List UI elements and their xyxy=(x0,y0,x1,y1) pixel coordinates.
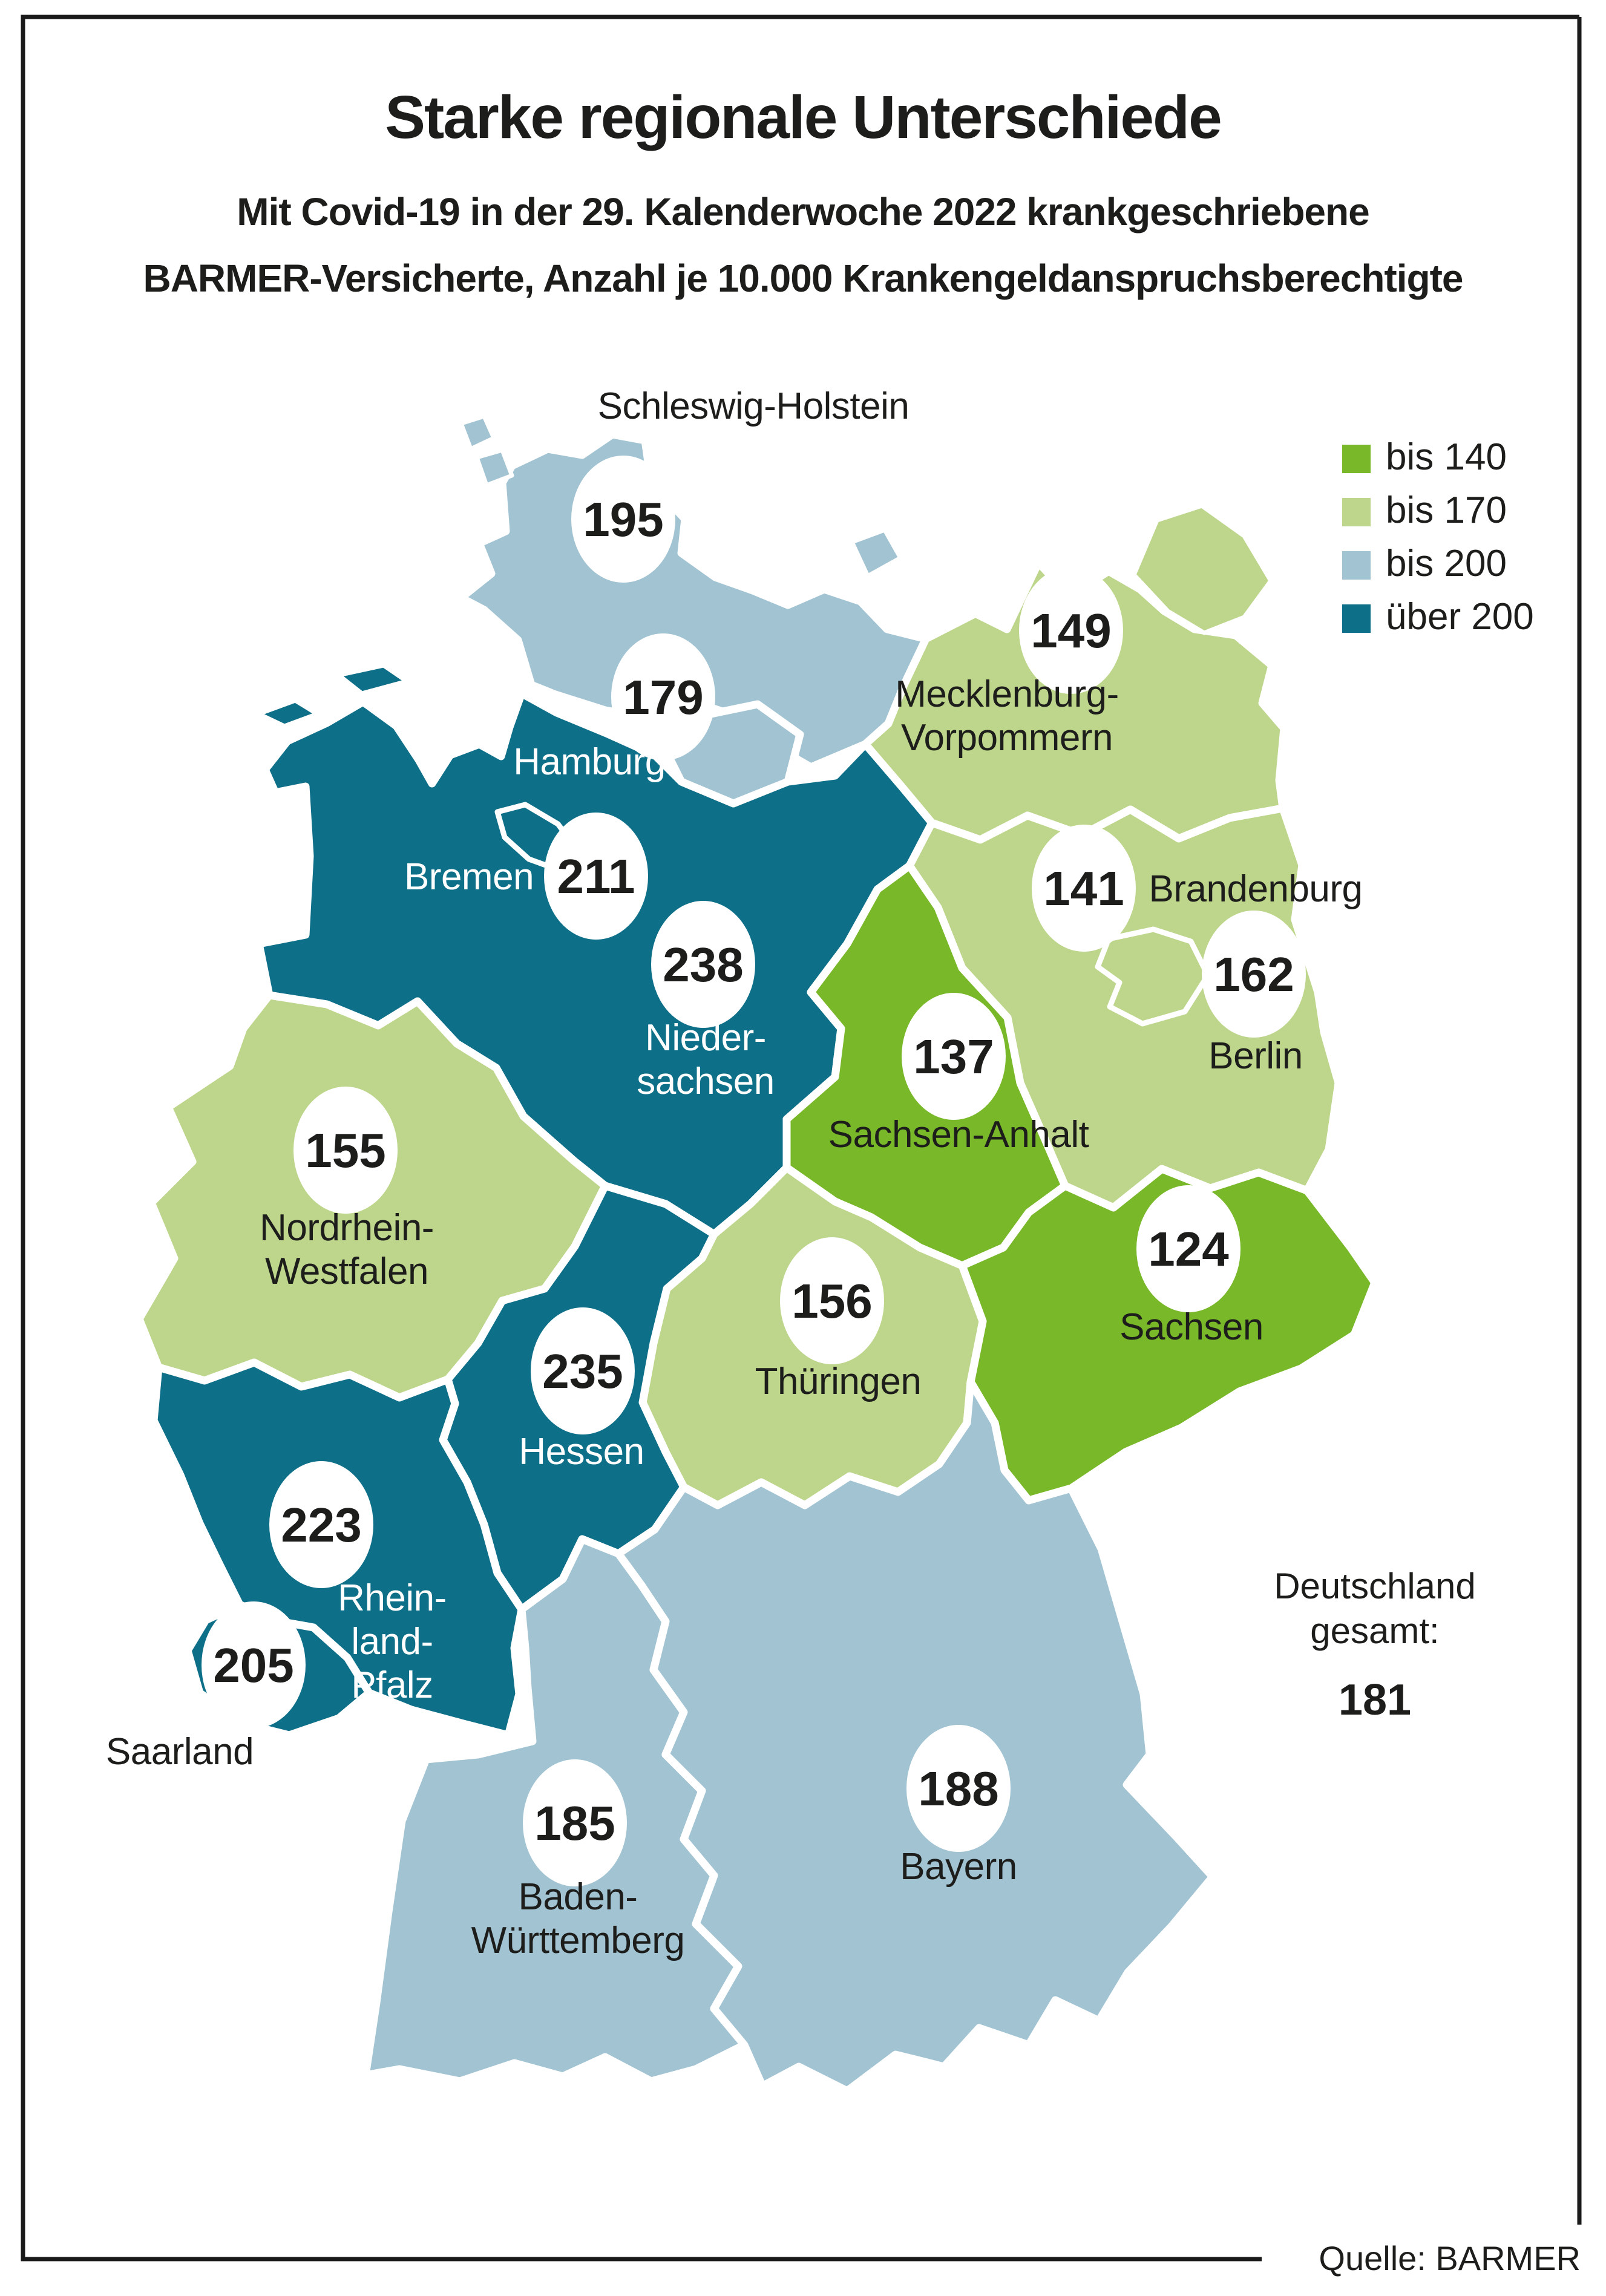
state-value-niedersachsen: 238 xyxy=(663,938,743,992)
value-badge-hessen xyxy=(531,1307,635,1434)
state-shape-berlin xyxy=(1095,926,1211,1027)
state-label-mecklenburg-vorpommern: Mecklenburg-Vorpommern xyxy=(895,673,1119,759)
value-badge-brandenburg xyxy=(1032,825,1136,952)
state-label-line: Hamburg xyxy=(513,741,666,783)
state-label-line: Hessen xyxy=(519,1431,644,1473)
germany-total-value: 181 xyxy=(1339,1676,1411,1724)
island-sylt xyxy=(459,414,496,451)
state-label-line: Nordrhein- xyxy=(260,1207,434,1249)
state-label-line: Schleswig-Holstein xyxy=(598,385,910,427)
state-value-thueringen: 156 xyxy=(792,1274,872,1328)
state-value-rheinland-pfalz: 223 xyxy=(281,1498,361,1552)
legend-label-ueber-200: über 200 xyxy=(1386,596,1534,638)
island-east-frisian-1 xyxy=(257,698,320,728)
value-badge-hamburg xyxy=(611,633,715,760)
legend-label-bis-200: bis 200 xyxy=(1386,543,1507,584)
state-value-schleswig-holstein: 195 xyxy=(583,492,663,546)
value-badge-berlin xyxy=(1202,911,1306,1038)
state-label-line: Saarland xyxy=(106,1731,254,1773)
state-label-line: Sachsen-Anhalt xyxy=(828,1114,1089,1156)
state-value-hessen: 235 xyxy=(542,1344,623,1398)
germany-total-line1: Deutschland xyxy=(1274,1566,1476,1606)
state-value-sachsen-anhalt: 137 xyxy=(913,1030,994,1084)
legend-swatch-bis-140 xyxy=(1342,445,1371,473)
state-label-line: Westfalen xyxy=(265,1251,428,1292)
state-label-line: Brandenburg xyxy=(1149,868,1363,910)
germany-total-line2: gesamt: xyxy=(1310,1611,1439,1651)
legend-swatch-bis-200 xyxy=(1342,551,1371,580)
state-value-hamburg: 179 xyxy=(623,670,703,724)
state-label-sachsen-anhalt: Sachsen-Anhalt xyxy=(828,1114,1089,1156)
state-label-line: Bremen xyxy=(404,856,534,898)
germany-total: Deutschland gesamt: 181 xyxy=(1274,1566,1476,1724)
island-fehmarn xyxy=(850,528,903,578)
state-label-line: Pfalz xyxy=(351,1664,433,1706)
state-label-hamburg: Hamburg xyxy=(513,741,666,783)
value-badge-rheinland-pfalz xyxy=(269,1461,373,1588)
state-label-bremen: Bremen xyxy=(404,856,534,898)
subtitle-line2: BARMER-Versicherte, Anzahl je 10.000 Kra… xyxy=(143,257,1463,300)
subtitle-line1: Mit Covid-19 in der 29. Kalenderwoche 20… xyxy=(237,190,1369,234)
value-badge-nordrhein-westfalen xyxy=(293,1087,398,1214)
value-badge-thueringen xyxy=(780,1237,884,1364)
source-credit: Quelle: BARMER xyxy=(1319,2239,1581,2277)
state-value-bremen: 211 xyxy=(557,849,635,903)
legend-swatch-bis-170 xyxy=(1342,498,1371,526)
state-value-mecklenburg-vorpommern: 149 xyxy=(1031,604,1111,658)
page-title: Starke regionale Unterschiede xyxy=(385,83,1221,151)
state-value-baden-wuerttemberg: 185 xyxy=(534,1796,615,1850)
state-label-line: sachsen xyxy=(637,1061,774,1102)
state-label-bayern: Bayern xyxy=(900,1846,1017,1888)
value-badge-sachsen xyxy=(1136,1185,1241,1312)
legend-swatch-ueber-200 xyxy=(1342,604,1371,633)
state-label-line: Baden- xyxy=(519,1876,638,1918)
state-value-saarland: 205 xyxy=(213,1638,293,1692)
state-value-berlin: 162 xyxy=(1213,947,1294,1001)
state-value-nordrhein-westfalen: 155 xyxy=(305,1123,385,1177)
state-label-line: Berlin xyxy=(1208,1035,1303,1077)
state-label-line: land- xyxy=(351,1621,433,1663)
value-badge-mecklenburg-vorpommern xyxy=(1019,567,1123,694)
state-label-brandenburg: Brandenburg xyxy=(1149,868,1363,910)
state-label-line: Rhein- xyxy=(338,1577,447,1619)
legend-label-bis-170: bis 170 xyxy=(1386,489,1507,531)
value-badge-sachsen-anhalt xyxy=(902,993,1006,1120)
value-badge-saarland xyxy=(202,1601,306,1729)
state-label-line: Thüringen xyxy=(755,1361,922,1402)
state-label-line: Nieder- xyxy=(645,1017,766,1059)
state-labels: Schleswig-Holstein Hamburg Mecklenburg-V… xyxy=(106,385,1363,1961)
state-label-thueringen: Thüringen xyxy=(755,1361,922,1402)
value-badge-bayern xyxy=(906,1725,1011,1852)
state-value-bayern: 188 xyxy=(918,1762,998,1816)
state-label-saarland: Saarland xyxy=(106,1731,254,1773)
value-badge-bremen xyxy=(544,813,648,940)
state-label-line: Bayern xyxy=(900,1846,1017,1888)
state-label-hessen: Hessen xyxy=(519,1431,644,1473)
island-east-frisian-2 xyxy=(336,663,409,696)
legend: bis 140 bis 170 bis 200 über 200 xyxy=(1342,436,1534,638)
state-label-line: Württemberg xyxy=(471,1920,685,1961)
value-badge-baden-wuerttemberg xyxy=(523,1759,627,1886)
state-label-schleswig-holstein: Schleswig-Holstein xyxy=(598,385,910,427)
state-label-nordrhein-westfalen: Nordrhein-Westfalen xyxy=(260,1207,434,1292)
page-border xyxy=(21,15,1579,2262)
value-badge-niedersachsen xyxy=(651,901,755,1028)
island-foehr xyxy=(474,448,514,488)
state-label-rheinland-pfalz: Rhein-land-Pfalz xyxy=(338,1577,447,1706)
value-badges: 195 179 149 211 238 141 162 137 124 155 … xyxy=(202,456,1306,1886)
legend-label-bis-140: bis 140 xyxy=(1386,436,1507,478)
state-label-line: Vorpommern xyxy=(901,717,1113,759)
state-shape-bayern xyxy=(614,1378,1217,2095)
state-label-sachsen: Sachsen xyxy=(1119,1306,1263,1348)
state-value-sachsen: 124 xyxy=(1148,1222,1229,1276)
state-label-niedersachsen: Nieder-sachsen xyxy=(637,1017,774,1102)
island-ruegen xyxy=(1132,503,1273,635)
value-badge-schleswig-holstein xyxy=(571,456,675,583)
state-label-line: Mecklenburg- xyxy=(895,673,1119,715)
state-label-berlin: Berlin xyxy=(1208,1035,1303,1077)
state-value-brandenburg: 141 xyxy=(1043,862,1124,915)
state-label-line: Sachsen xyxy=(1119,1306,1263,1348)
state-label-baden-wuerttemberg: Baden-Württemberg xyxy=(471,1876,685,1961)
